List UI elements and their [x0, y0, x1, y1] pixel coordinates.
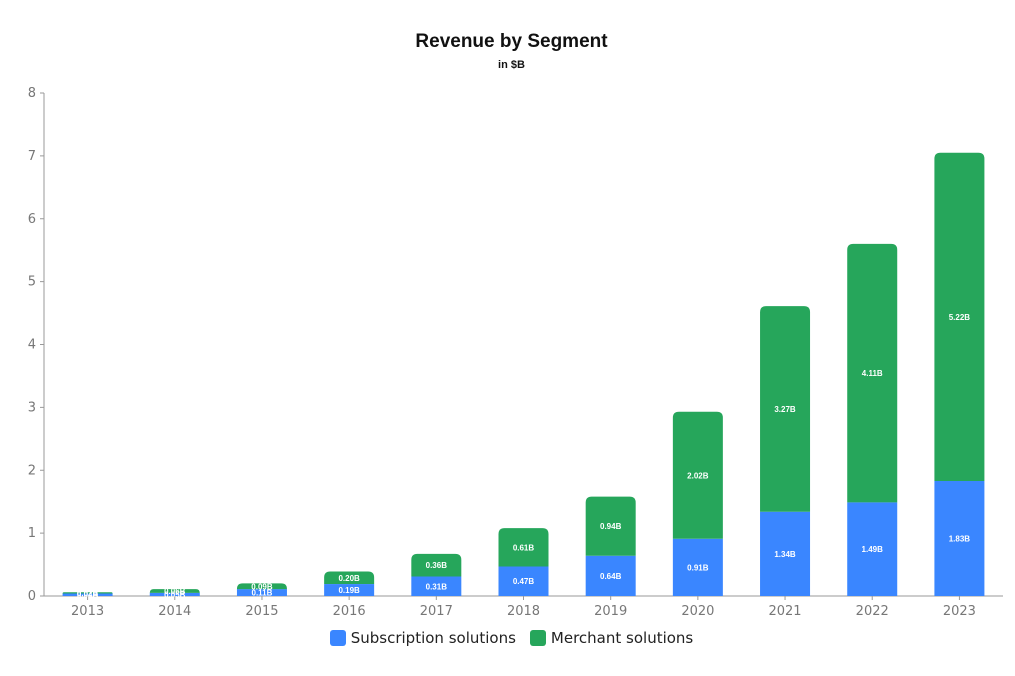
bar-segment — [62, 592, 113, 594]
bar-segment — [62, 593, 113, 596]
data-label: 2.02B — [687, 471, 709, 480]
data-label: 5.22B — [949, 313, 971, 322]
data-label: 1.49B — [862, 545, 884, 554]
data-label: 0.64B — [600, 572, 622, 581]
bar-segment — [847, 243, 898, 503]
data-label: 4.11B — [862, 369, 883, 378]
data-label: 0.31B — [426, 582, 448, 591]
data-label: 0.36B — [426, 561, 448, 570]
data-label: 0.09B — [251, 582, 273, 591]
bar-segment — [760, 306, 811, 512]
bar-segment — [847, 502, 898, 596]
data-label: 0.94B — [600, 522, 622, 531]
y-tick-label: 2 — [28, 463, 36, 478]
y-tick-label: 5 — [28, 275, 36, 290]
bar-segment — [236, 583, 287, 590]
data-label: 0.47B — [513, 577, 535, 586]
x-tick-label: 2021 — [768, 604, 801, 619]
legend-label-merchant: Merchant solutions — [550, 629, 694, 647]
bar-segment — [411, 553, 462, 577]
bar-segment — [236, 589, 287, 596]
bar-segment — [498, 528, 549, 567]
data-label: 0.04B — [77, 591, 99, 600]
x-tick-label: 2014 — [158, 604, 191, 619]
bar-segment — [324, 571, 375, 585]
bar-segment — [411, 576, 462, 596]
bar-segment — [760, 511, 811, 596]
y-tick-label: 6 — [28, 212, 36, 227]
y-tick-label: 3 — [28, 400, 36, 415]
bar-segment — [585, 555, 636, 596]
data-label: 0.11B — [252, 589, 273, 598]
data-label: 1.83B — [949, 534, 971, 543]
data-label: 1.34B — [774, 550, 796, 559]
data-label: 0.02B — [77, 589, 99, 598]
x-tick-label: 2015 — [245, 604, 278, 619]
x-tick-label: 2017 — [420, 604, 453, 619]
data-label: 0.20B — [338, 574, 360, 583]
bar-segment — [672, 411, 723, 539]
chart-title: Revenue by Segment — [415, 31, 608, 52]
bar-segment — [324, 584, 375, 596]
data-label: 0.61B — [513, 543, 535, 552]
data-label: 0.19B — [338, 586, 360, 595]
bar-segment — [934, 480, 985, 596]
bar-segment — [149, 589, 200, 593]
bar-segment — [585, 496, 636, 556]
x-tick-label: 2016 — [333, 604, 366, 619]
data-label: 0.06B — [164, 587, 186, 596]
x-tick-label: 2022 — [856, 604, 889, 619]
bar-segment — [498, 566, 549, 596]
x-tick-label: 2018 — [507, 604, 540, 619]
x-tick-label: 2020 — [681, 604, 714, 619]
legend-swatch-subscription — [329, 630, 346, 646]
y-tick-label: 4 — [28, 338, 36, 353]
y-tick-label: 7 — [28, 149, 36, 164]
y-tick-label: 1 — [28, 526, 36, 541]
bar-segment — [934, 152, 985, 481]
bar-segment — [672, 538, 723, 596]
chart-legend: Subscription solutions Merchant solution… — [0, 629, 1015, 647]
chart-subtitle: in $B — [498, 59, 525, 71]
x-tick-label: 2023 — [943, 604, 976, 619]
data-label: 0.05B — [164, 590, 186, 599]
y-tick-label: 8 — [28, 86, 36, 101]
data-label: 0.91B — [687, 563, 709, 572]
y-tick-label: 0 — [28, 589, 36, 604]
bar-segment — [149, 592, 200, 596]
legend-item-subscription[interactable]: Subscription solutions — [329, 629, 516, 647]
x-tick-label: 2019 — [594, 604, 627, 619]
data-label: 3.27B — [774, 405, 796, 414]
legend-label-subscription: Subscription solutions — [350, 629, 516, 647]
legend-item-merchant[interactable]: Merchant solutions — [529, 629, 694, 647]
x-tick-label: 2013 — [71, 604, 104, 619]
legend-swatch-merchant — [529, 630, 546, 646]
